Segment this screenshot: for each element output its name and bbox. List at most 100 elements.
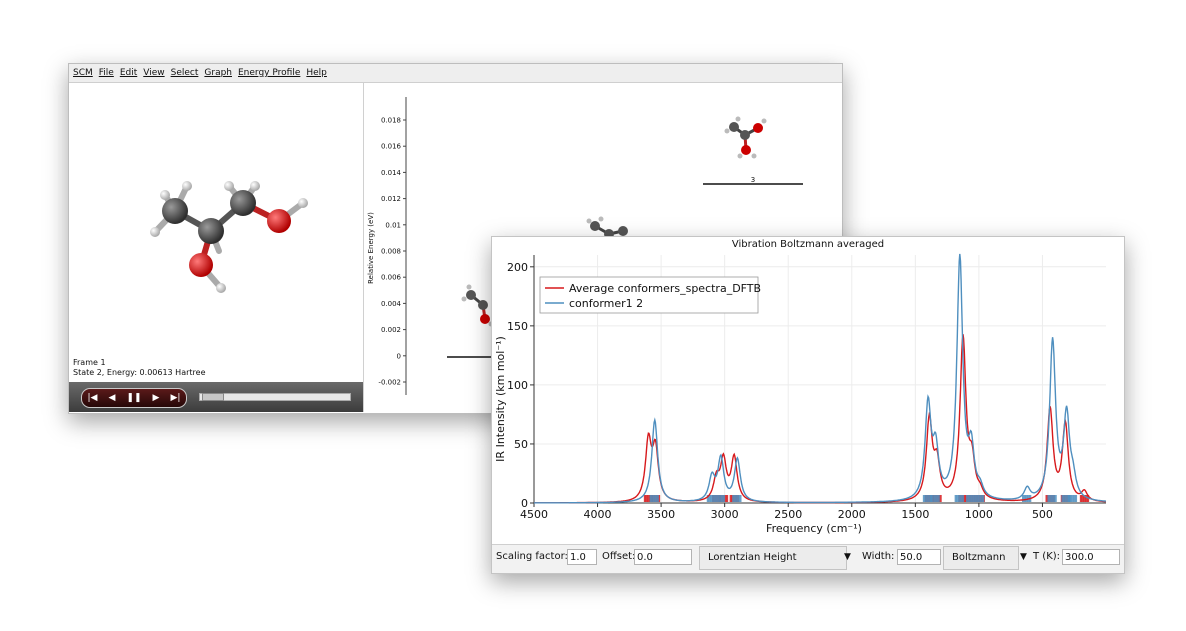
mode-stick [724, 495, 727, 502]
mode-stick [710, 495, 713, 502]
menu-bar: SCM File Edit View Select Graph Energy P… [69, 64, 842, 83]
mode-stick [643, 495, 647, 502]
mode-stick [956, 495, 959, 502]
mode-stick [1047, 495, 1050, 502]
mode-stick [737, 495, 740, 502]
series-line-average [534, 334, 1106, 504]
mode-stick [719, 495, 722, 502]
frame-label: Frame 1 [73, 358, 106, 367]
mode-stick [649, 495, 652, 502]
offset-label: Offset: [602, 551, 636, 562]
mode-stick [715, 495, 718, 502]
frame-slider[interactable] [199, 393, 351, 401]
mode-stick [739, 495, 742, 502]
profile-tick-label: -0.002 [378, 379, 401, 387]
mode-stick [932, 495, 935, 502]
width-input[interactable]: 50.0 [897, 549, 941, 565]
temperature-input[interactable]: 300.0 [1062, 549, 1120, 565]
ir-spectrum-chart[interactable]: 4500 4000 3500 3000 2500 2000 1500 1000 500 0 50 10… [492, 237, 1124, 545]
offset-input[interactable]: 0.0 [634, 549, 692, 565]
mode-stick [1079, 495, 1083, 502]
mode-stick [735, 495, 738, 502]
mode-stick [1073, 495, 1076, 502]
spectrum-settings-bar: Scaling factor: 1.0 Offset: 0.0 Lorentzi… [492, 544, 1124, 573]
mode-stick [729, 495, 732, 502]
series-line-conformer1 [534, 253, 1106, 504]
menu-edit[interactable]: Edit [119, 68, 138, 78]
mode-stick [922, 495, 926, 502]
mode-stick [928, 495, 931, 502]
mode-stick [1049, 495, 1052, 502]
mode-stick [934, 495, 937, 502]
mode-stick [963, 495, 966, 502]
menu-select[interactable]: Select [170, 68, 199, 78]
legend-label-conformer1: conformer1 2 [569, 297, 643, 310]
lineshape-select[interactable]: Lorentzian Height [699, 546, 847, 570]
molecule-3d-view[interactable] [69, 83, 363, 343]
menu-energy-profile[interactable]: Energy Profile [238, 68, 301, 78]
menu-scm[interactable]: SCM [73, 68, 93, 78]
mode-stick [926, 495, 929, 502]
temperature-label: T (K): [1033, 551, 1061, 562]
profile-tick-label: 0.012 [381, 195, 401, 203]
mode-stick [733, 495, 737, 502]
menu-file[interactable]: File [98, 68, 114, 78]
chart-legend: Average conformers_spectra_DFTB conforme… [539, 276, 761, 314]
lineshape-dropdown-icon[interactable]: ▼ [844, 552, 851, 562]
profile-tick-label: 0.018 [381, 117, 401, 125]
x-tick-label: 2000 [838, 508, 866, 521]
mode-stick [1023, 495, 1026, 502]
x-tick-label: 500 [1032, 508, 1053, 521]
last-frame-icon[interactable]: ▶| [170, 393, 181, 403]
menu-graph[interactable]: Graph [204, 68, 232, 78]
mode-stick [645, 495, 648, 502]
mode-stick [930, 495, 933, 502]
averaging-select[interactable]: Boltzmann [943, 546, 1019, 570]
player-controls: |◀ ◀ ❚❚ ▶ ▶| [81, 388, 187, 408]
y-tick-label: 0 [521, 497, 528, 510]
animation-player: |◀ ◀ ❚❚ ▶ ▶| [69, 382, 363, 412]
menu-help[interactable]: Help [306, 68, 327, 78]
mode-stick [653, 495, 656, 502]
previous-frame-icon[interactable]: ◀ [108, 393, 116, 403]
profile-tick-label: 0.016 [381, 143, 402, 151]
mode-stick [657, 495, 661, 502]
mode-stick [720, 495, 724, 502]
energy-profile-svg: Relative Energy (eV) 0.018 0.016 0.014 0.01… [367, 97, 803, 395]
scaling-factor-input[interactable]: 1.0 [567, 549, 597, 565]
menu-view[interactable]: View [143, 68, 165, 78]
mode-stick [1021, 495, 1025, 502]
conformer-1-molecule [461, 284, 494, 327]
mode-stick [712, 495, 715, 502]
conformer-3-molecule [724, 116, 767, 159]
frame-info: Frame 1 State 2, Energy: 0.00613 Hartree [73, 358, 205, 378]
mode-stick [1045, 495, 1048, 502]
mode-stick [935, 495, 939, 502]
mode-stick [654, 495, 658, 502]
next-frame-icon[interactable]: ▶ [152, 393, 160, 403]
mode-stick [1025, 495, 1028, 502]
mode-stick [1074, 495, 1078, 502]
profile-ylabel: Relative Energy (eV) [367, 212, 375, 284]
molecule-viewer[interactable]: Frame 1 State 2, Energy: 0.00613 Hartree… [69, 83, 364, 412]
mode-stick [706, 495, 709, 502]
mode-stick [1050, 495, 1054, 502]
mode-stick [974, 495, 978, 502]
averaging-dropdown-icon[interactable]: ▼ [1020, 552, 1027, 562]
averaging-value: Boltzmann [952, 552, 1006, 563]
chart-title: Vibration Boltzmann averaged [731, 239, 885, 250]
pause-icon[interactable]: ❚❚ [126, 393, 142, 403]
slider-handle[interactable] [202, 393, 224, 401]
mode-stick [966, 495, 969, 502]
lineshape-value: Lorentzian Height [708, 552, 797, 563]
mode-stick [937, 495, 940, 502]
mode-stick [732, 495, 735, 502]
profile-tick-label: 0.006 [381, 274, 402, 282]
mode-stick [939, 495, 942, 502]
mode-stick [959, 495, 963, 502]
mode-stick [1085, 495, 1088, 502]
mode-stick [1061, 495, 1064, 502]
x-tick-label: 3000 [711, 508, 739, 521]
x-tick-label: 2500 [774, 508, 802, 521]
first-frame-icon[interactable]: |◀ [87, 393, 98, 403]
